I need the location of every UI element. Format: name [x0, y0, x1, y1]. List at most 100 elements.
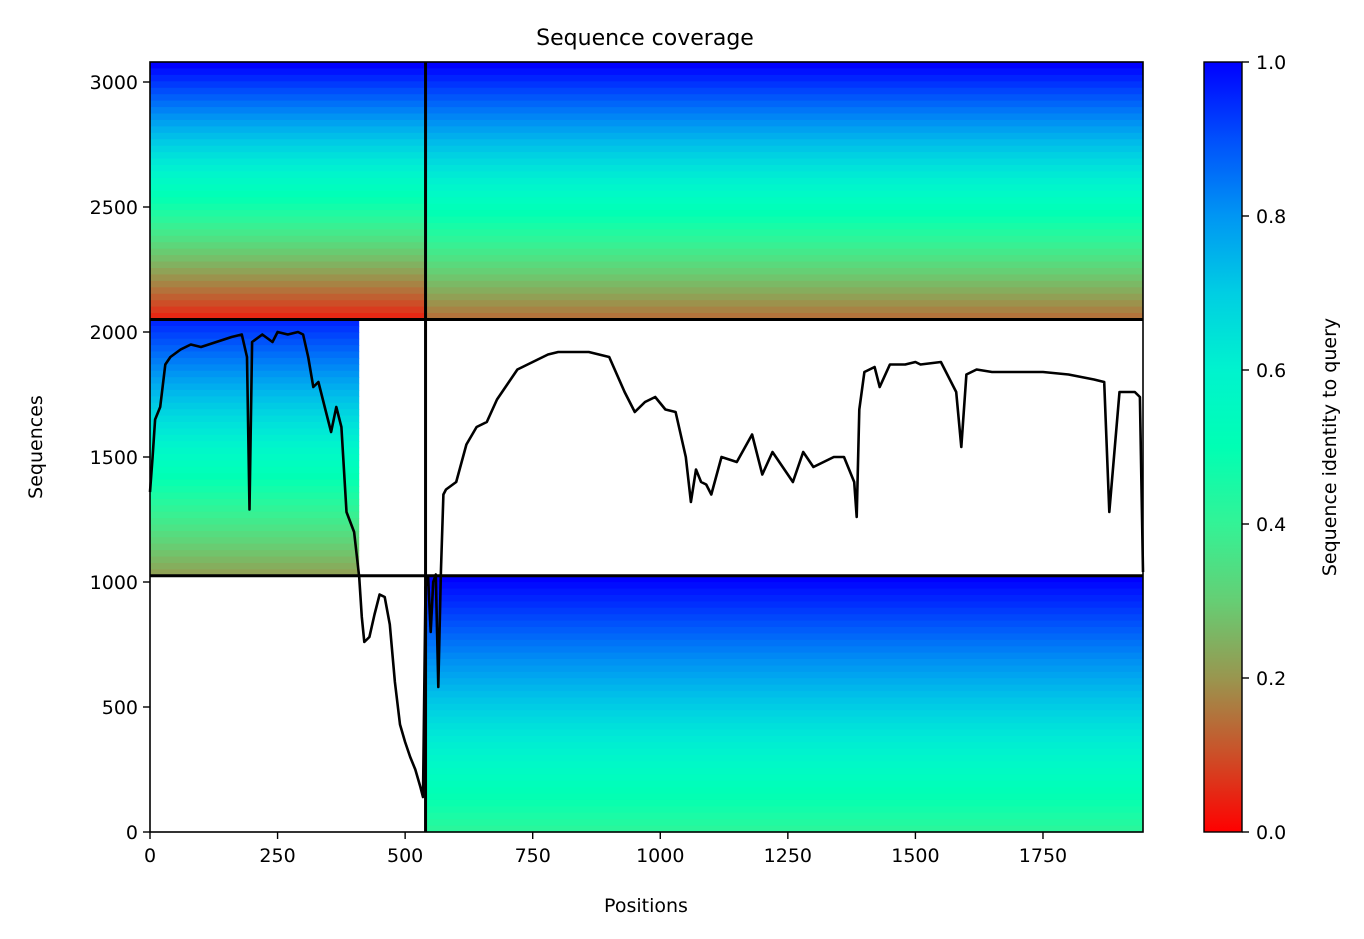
heatmap-row-2-13: [150, 402, 360, 410]
heatmap-row-1-31: [425, 261, 1144, 269]
heatmap-row-1-9: [425, 119, 1144, 127]
heatmap-row-3-16: [425, 678, 1144, 686]
heatmap-row-2-39: [150, 569, 360, 577]
heatmap-row-1-12: [425, 139, 1144, 147]
heatmap-row-1-10: [425, 126, 1144, 134]
heatmap-row-0-0: [150, 62, 426, 70]
heatmap-row-0-8: [150, 113, 426, 121]
heatmap-row-0-5: [150, 94, 426, 102]
heatmap-row-1-6: [425, 100, 1144, 108]
heatmap-row-3-5: [425, 607, 1144, 615]
heatmap-row-2-18: [150, 434, 360, 442]
heatmap-row-1-7: [425, 107, 1144, 115]
heatmap-row-3-33: [425, 787, 1144, 795]
heatmap-row-1-36: [425, 293, 1144, 301]
x-tick-label-3: 750: [515, 845, 551, 867]
heatmap-row-3-11: [425, 646, 1144, 654]
heatmap-row-1-33: [425, 274, 1144, 282]
heatmap-row-1-37: [425, 300, 1144, 308]
heatmap-row-3-32: [425, 780, 1144, 788]
heatmap-row-2-24: [150, 473, 360, 481]
heatmap-row-0-3: [150, 81, 426, 89]
heatmap-row-2-15: [150, 415, 360, 423]
plot-frame: [149, 61, 1144, 833]
heatmap-row-1-14: [425, 152, 1144, 160]
heatmap-row-3-19: [425, 697, 1144, 705]
heatmap-row-2-12: [150, 396, 360, 404]
colorbar-tick-label-4: 0.8: [1256, 206, 1286, 228]
heatmap-row-3-20: [425, 703, 1144, 711]
heatmap-row-0-39: [150, 313, 426, 321]
heatmap-row-3-36: [425, 806, 1144, 814]
heatmap-row-3-38: [425, 819, 1144, 827]
colorbar-label: Sequence identity to query: [1319, 318, 1341, 576]
heatmap-row-2-2: [150, 332, 360, 340]
heatmap-row-2-0: [150, 319, 360, 327]
heatmap-row-2-29: [150, 505, 360, 513]
heatmap-row-3-39: [425, 825, 1144, 833]
heatmap-row-3-12: [425, 652, 1144, 660]
heatmap-row-1-34: [425, 280, 1144, 288]
heatmap-row-3-2: [425, 588, 1144, 596]
x-tick-label-0: 0: [144, 845, 156, 867]
heatmap-row-0-36: [150, 293, 426, 301]
heatmap-row-0-15: [150, 158, 426, 166]
heatmap-row-3-29: [425, 761, 1144, 769]
heatmap-row-3-18: [425, 691, 1144, 699]
heatmap-row-3-34: [425, 793, 1144, 801]
heatmap-row-3-21: [425, 710, 1144, 718]
heatmap-row-2-35: [150, 543, 360, 551]
heatmap-row-0-35: [150, 287, 426, 295]
y-tick-label-4: 2000: [90, 322, 138, 344]
heatmap-row-3-25: [425, 735, 1144, 743]
heatmap-row-2-37: [150, 556, 360, 564]
heatmap-row-0-6: [150, 100, 426, 108]
colorbar-ticks: 0.0 0.2 0.4 0.6 0.8 1.0: [1242, 52, 1286, 844]
heatmap-row-0-7: [150, 107, 426, 115]
heatmap-row-1-20: [425, 190, 1144, 198]
y-tick-label-2: 1000: [90, 572, 138, 594]
heatmap-row-0-26: [150, 229, 426, 237]
heatmap-row-2-22: [150, 460, 360, 468]
colorbar-tick-label-0: 0.0: [1256, 822, 1286, 844]
heatmap-row-3-37: [425, 812, 1144, 820]
y-axis-label: Sequences: [25, 395, 47, 499]
heatmap-row-2-34: [150, 537, 360, 545]
heatmap-row-0-30: [150, 255, 426, 263]
heatmap-row-3-0: [425, 575, 1144, 583]
heatmap-row-1-29: [425, 248, 1144, 256]
x-tick-label-5: 1250: [764, 845, 812, 867]
colorbar-tick-label-3: 0.6: [1256, 360, 1286, 382]
heatmap-row-0-20: [150, 190, 426, 198]
heatmap-row-3-7: [425, 620, 1144, 628]
heatmap-row-2-17: [150, 428, 360, 436]
heatmap-row-2-33: [150, 530, 360, 538]
heatmap-row-2-7: [150, 364, 360, 372]
heatmap-row-1-38: [425, 306, 1144, 314]
heatmap-row-2-11: [150, 389, 360, 397]
heatmap-row-0-27: [150, 235, 426, 243]
heatmap-row-1-28: [425, 242, 1144, 250]
heatmap-row-3-14: [425, 665, 1144, 673]
heatmap-row-1-26: [425, 229, 1144, 237]
heatmap-row-1-5: [425, 94, 1144, 102]
heatmap-row-1-16: [425, 165, 1144, 173]
x-tick-label-6: 1500: [891, 845, 939, 867]
heatmap-row-1-1: [425, 68, 1144, 76]
colorbar-tick-label-2: 0.4: [1256, 514, 1286, 536]
msa-coverage-blocks: [150, 62, 1144, 833]
heatmap-row-1-13: [425, 145, 1144, 153]
heatmap-row-0-23: [150, 210, 426, 218]
heatmap-row-2-1: [150, 325, 360, 333]
heatmap-row-1-27: [425, 235, 1144, 243]
heatmap-row-1-18: [425, 177, 1144, 185]
heatmap-row-2-9: [150, 377, 360, 385]
heatmap-row-0-37: [150, 300, 426, 308]
heatmap-row-0-22: [150, 203, 426, 211]
heatmap-row-0-17: [150, 171, 426, 179]
heatmap-row-1-15: [425, 158, 1144, 166]
heatmap-row-2-21: [150, 454, 360, 462]
y-tick-label-6: 3000: [90, 72, 138, 94]
heatmap-row-2-30: [150, 511, 360, 519]
